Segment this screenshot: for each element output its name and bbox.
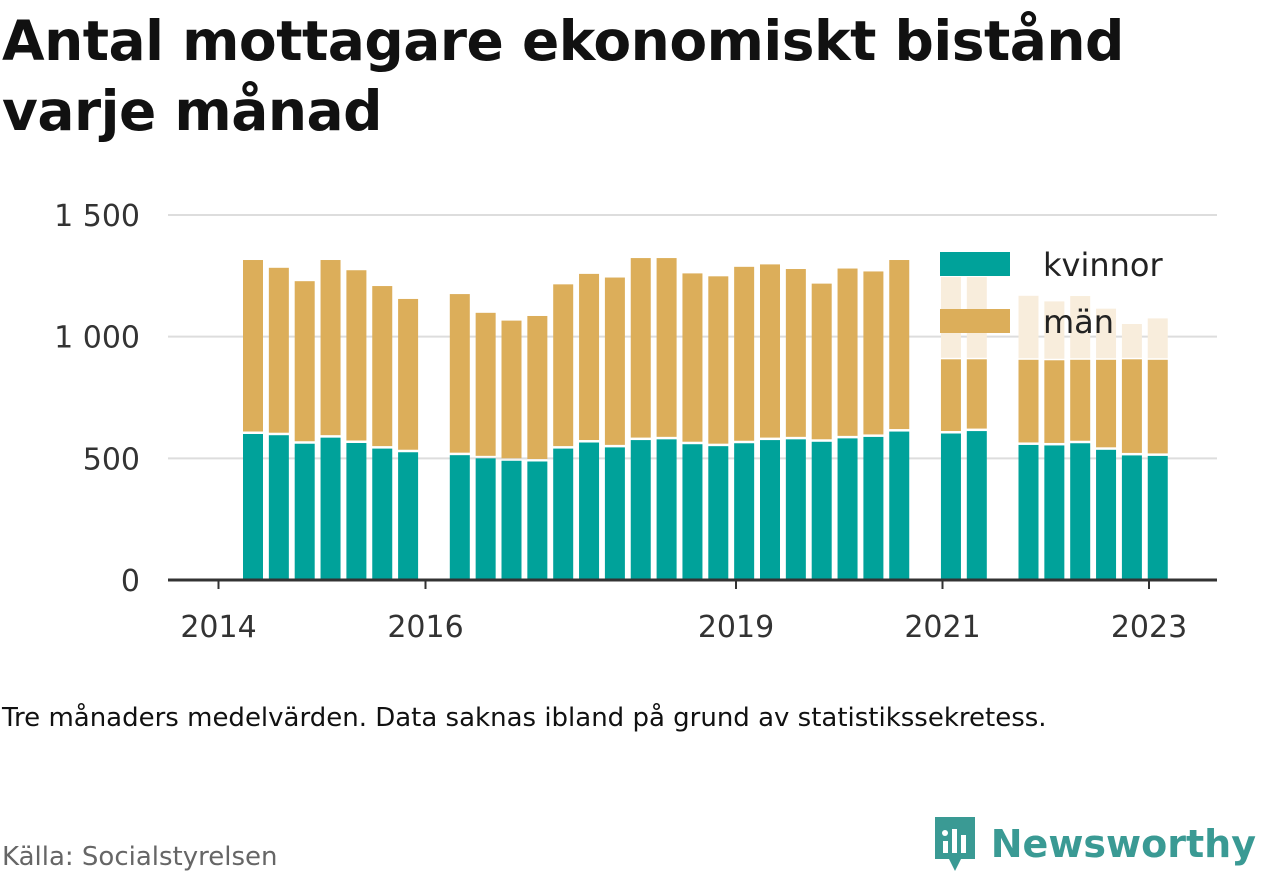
bar-man bbox=[966, 359, 987, 429]
bar-man bbox=[372, 286, 393, 447]
bar-kvinnor bbox=[966, 431, 987, 580]
bar-man bbox=[940, 359, 961, 432]
bar-kvinnor bbox=[320, 437, 341, 580]
bar-man-sekretess bbox=[1070, 296, 1091, 359]
y-tick-label: 0 bbox=[121, 564, 140, 599]
bar-man bbox=[682, 273, 703, 442]
bar-man-sekretess bbox=[1147, 318, 1168, 359]
bar-man bbox=[1018, 359, 1039, 443]
bar-man bbox=[294, 281, 315, 442]
bar-kvinnor bbox=[268, 435, 289, 580]
bar-man-sekretess bbox=[1096, 308, 1117, 359]
legend-swatch-kvinnor bbox=[940, 252, 1010, 276]
bar-man bbox=[527, 315, 548, 459]
bar-man bbox=[837, 268, 858, 436]
brand-name: Newsworthy bbox=[990, 822, 1256, 866]
bar-kvinnor bbox=[527, 461, 548, 580]
bar-kvinnor bbox=[398, 452, 419, 580]
x-tick-label: 2014 bbox=[180, 610, 256, 645]
bar-kvinnor bbox=[811, 441, 832, 580]
stacked-bar-chart: 0 500 1 000 1 500 2014 2016 2019 2021 2023 kvinn… bbox=[54, 199, 1217, 645]
bar-man bbox=[760, 264, 780, 438]
bar-kvinnor bbox=[475, 458, 496, 580]
bar-kvinnor bbox=[1070, 443, 1091, 580]
bar-kvinnor bbox=[1096, 449, 1117, 580]
chart-note: Tre månaders medelvärden. Data saknas ib… bbox=[2, 703, 1047, 733]
bar-man bbox=[863, 271, 884, 435]
bar-kvinnor bbox=[734, 443, 755, 580]
legend-swatch-man bbox=[940, 309, 1010, 333]
bar-kvinnor bbox=[656, 439, 677, 580]
x-tick-label: 2021 bbox=[904, 610, 980, 645]
bar-man bbox=[708, 276, 729, 444]
bar-man bbox=[656, 258, 677, 437]
bar-kvinnor bbox=[863, 436, 884, 580]
brand-logo: Newsworthy bbox=[931, 815, 1256, 873]
bar-kvinnor bbox=[785, 439, 806, 580]
x-tick-label: 2016 bbox=[387, 610, 463, 645]
bar-chart-logo-icon bbox=[934, 817, 975, 871]
bar-man bbox=[475, 312, 496, 456]
bar-kvinnor bbox=[1044, 445, 1065, 580]
bar-kvinnor bbox=[1147, 455, 1168, 580]
bar-kvinnor bbox=[579, 442, 600, 580]
bar-man bbox=[1096, 359, 1117, 448]
bar-man bbox=[785, 269, 806, 437]
bar-man bbox=[243, 260, 263, 432]
source-text: Källa: Socialstyrelsen bbox=[2, 842, 278, 872]
x-tick-label: 2023 bbox=[1111, 610, 1187, 645]
bar-kvinnor bbox=[372, 448, 393, 580]
x-tick-label: 2019 bbox=[698, 610, 774, 645]
bar-man bbox=[1121, 359, 1142, 453]
bar-kvinnor bbox=[346, 443, 367, 580]
bar-kvinnor bbox=[682, 444, 703, 580]
bar-kvinnor bbox=[630, 440, 651, 580]
bar-man bbox=[1044, 360, 1065, 443]
bar-kvinnor bbox=[501, 460, 522, 580]
bar-man bbox=[501, 320, 522, 459]
bar-kvinnor bbox=[837, 438, 858, 580]
bar-man bbox=[811, 283, 832, 440]
bar-man bbox=[553, 284, 574, 447]
bar-man-sekretess bbox=[1121, 324, 1142, 358]
bar-man bbox=[604, 277, 625, 445]
bar-man bbox=[449, 294, 470, 453]
bar-kvinnor bbox=[553, 448, 574, 580]
bar-kvinnor bbox=[1121, 455, 1142, 580]
y-tick-label: 500 bbox=[83, 442, 140, 477]
bar-man bbox=[346, 270, 367, 441]
bar-man bbox=[1070, 359, 1091, 441]
bar-kvinnor bbox=[889, 431, 910, 580]
bar-man bbox=[398, 298, 419, 450]
bar-man bbox=[630, 258, 651, 438]
chart-title: Antal mottagare ekonomiskt bistånd varje… bbox=[2, 9, 1124, 143]
bar-man bbox=[1147, 359, 1168, 454]
bar-kvinnor bbox=[449, 455, 470, 580]
legend-label: män bbox=[1043, 303, 1114, 341]
bar-man bbox=[320, 260, 341, 436]
bar-kvinnor bbox=[294, 443, 315, 580]
bar-kvinnor bbox=[760, 440, 780, 580]
bar-kvinnor bbox=[604, 447, 625, 580]
bar-man bbox=[579, 273, 600, 441]
bar-kvinnor bbox=[1018, 444, 1039, 580]
bar-man bbox=[268, 267, 289, 433]
bar-man-sekretess bbox=[1018, 295, 1039, 359]
bar-man bbox=[734, 266, 755, 441]
bar-kvinnor bbox=[940, 433, 961, 580]
legend-label: kvinnor bbox=[1043, 246, 1164, 284]
bar-man-sekretess bbox=[1044, 301, 1065, 359]
bar-kvinnor bbox=[708, 446, 729, 580]
y-tick-label: 1 500 bbox=[54, 199, 140, 234]
bar-kvinnor bbox=[243, 434, 263, 580]
bar-man bbox=[889, 260, 910, 430]
y-tick-label: 1 000 bbox=[54, 321, 140, 356]
